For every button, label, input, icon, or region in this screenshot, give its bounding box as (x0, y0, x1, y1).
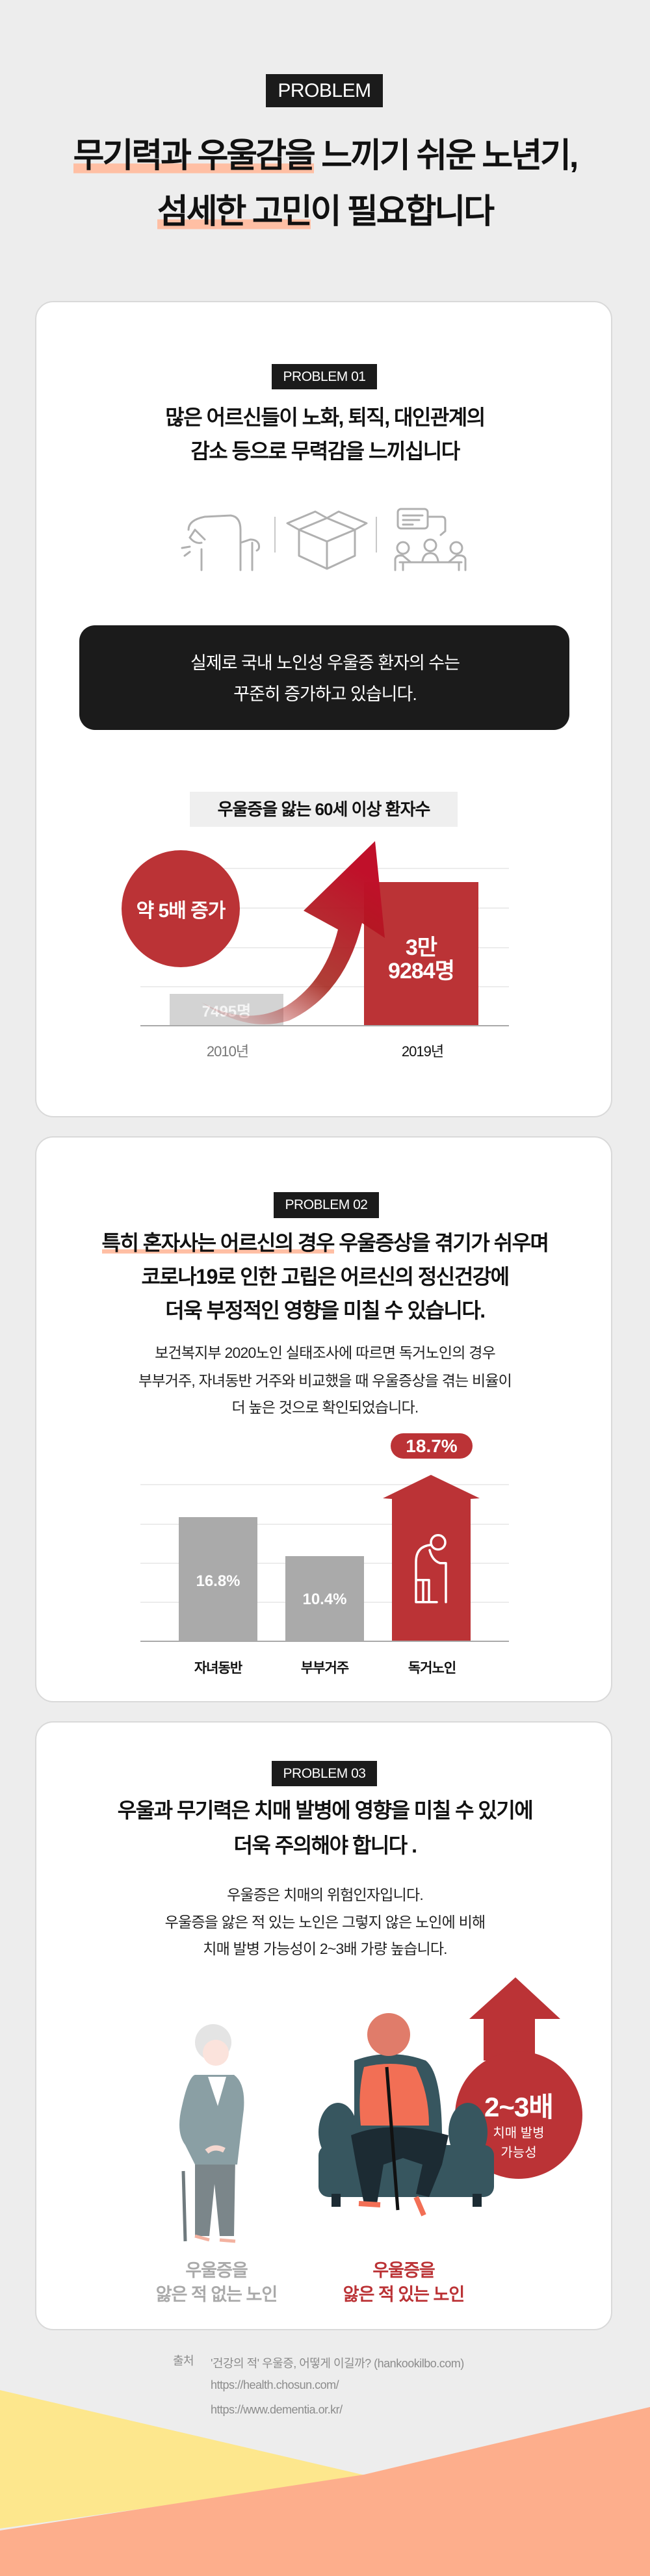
decorative-waves (0, 2390, 650, 2576)
growth-annotation-badge: 약 5배 증가 (122, 850, 240, 967)
bar-living-alone (383, 1475, 480, 1641)
statistic-callout (79, 625, 569, 730)
gridline (140, 947, 509, 948)
risk-label: 치매 발병 (493, 2126, 545, 2140)
back-pain-elder-icon (181, 514, 261, 571)
problem-01-heading: 많은 어르신들이 노화, 퇴직, 대인관계의 (165, 406, 486, 429)
bar-value-label: 10.4% (302, 1591, 347, 1609)
callout-text: 실제로 국내 노인성 우울증 환자의 수는 (190, 653, 460, 673)
problem-02-paragraph-line2: 부부거주, 자녀동반 거주와 비교했을 때 우울증상을 겪는 비율이 (138, 1372, 512, 1389)
gridline (140, 1524, 509, 1525)
empty-box-icon (286, 510, 368, 570)
x-label: 독거노인 (408, 1661, 456, 1676)
bar-with-spouse: 10.4% (285, 1556, 364, 1641)
problem-03-paragraph-line3: 치매 발병 가능성이 2~3배 가량 높습니다. (203, 1940, 447, 1957)
problem-01-heading-line2: 감소 등으로 무력감을 느끼십니다 (190, 439, 460, 463)
risk-label-line2: 가능성 (500, 2146, 537, 2160)
x-label-2010: 2010년 (206, 1043, 249, 1060)
source-link[interactable]: https://health.chosun.com/ (211, 2378, 339, 2391)
baseline (140, 1025, 509, 1026)
problem-01-badge: PROBLEM 01 (272, 364, 377, 389)
growth-arrow-icon (202, 841, 385, 1024)
problem-03-paragraph-line2: 우울증을 앓은 적 있는 노인은 그렇지 않은 노인에 비해 (164, 1914, 486, 1931)
problem-02-badge: PROBLEM 02 (274, 1192, 379, 1218)
problem-badge: PROBLEM (266, 74, 383, 107)
baseline (140, 1641, 509, 1642)
problem-02-heading: 특히 혼자사는 어르신의 경우 우울증상을 겪기가 쉬우며 (0, 1230, 650, 1256)
problem-02-heading-line2: 코로나19로 인한 고립은 어르신의 정신건강에 (141, 1265, 510, 1288)
conversation-group-icon (394, 508, 467, 571)
problem-02-heading-line3: 더욱 부정적인 영향을 미칠 수 있습니다. (165, 1299, 486, 1322)
problem-03-heading-line2: 더욱 주의해야 합니다 . (233, 1834, 417, 1857)
illustration (179, 1977, 582, 2243)
bar-with-children: 16.8% (179, 1517, 257, 1641)
bar-value-label: 3만 9284명 (388, 935, 455, 983)
chart-title: 우울증을 앓는 60세 이상 환자수 (190, 792, 458, 827)
sources-label: 출처 (173, 2354, 194, 2367)
problem-01-icons (181, 508, 467, 571)
x-label: 자녀동반 (194, 1661, 242, 1676)
orange-wave (0, 2407, 650, 2576)
heading-highlight: 특히 혼자사는 어르신의 경우 (101, 1231, 335, 1255)
page-title-line2: 섬세한 고민이 필요합니다 (0, 192, 650, 231)
callout-text-line2: 꾸준히 증가하고 있습니다. (233, 684, 417, 704)
x-label-2019: 2019년 (401, 1043, 444, 1060)
highlight-value-pill: 18.7% (391, 1433, 473, 1459)
yellow-wave (0, 2390, 370, 2529)
title-highlight: 섬세한 고민 (157, 193, 313, 231)
title-text: 이 필요합니다 (310, 193, 495, 231)
page-title: 무기력과 우울감을 느끼기 쉬운 노년기, (0, 137, 650, 176)
problem-02-paragraph-line3: 더 높은 것으로 확인되었습니다. (231, 1399, 419, 1416)
gridline (140, 1484, 509, 1485)
risk-value: 2~3배 (484, 2092, 554, 2122)
problem-03-badge: PROBLEM 03 (272, 1761, 377, 1786)
problem-02-paragraph: 보건복지부 2020노인 실태조사에 따르면 독거노인의 경우 (155, 1344, 496, 1361)
source-link[interactable]: https://www.dementia.or.kr/ (211, 2403, 343, 2416)
problem-03-paragraph: 우울증은 치매의 위험인자입니다. (227, 1886, 424, 1903)
elderly-man-on-armchair-illustration (318, 2013, 494, 2217)
elder-with-cane-icon (415, 1534, 447, 1604)
no-depression-label-line2: 앓은 적 없는 노인 (155, 2285, 278, 2304)
with-depression-label-line2: 앓은 적 있는 노인 (343, 2285, 465, 2304)
bar-value-label: 16.8% (196, 1572, 240, 1591)
heading-text: 우울증상을 겪기가 쉬우며 (333, 1231, 549, 1255)
with-depression-label: 우울증을 (372, 2261, 435, 2280)
gridline (140, 868, 509, 869)
problem-03-heading: 우울과 무기력은 치매 발병에 영향을 미칠 수 있기에 (117, 1799, 534, 1822)
source-link[interactable]: '건강의 적' 우울증, 어떻게 이길까? (hankookilbo.com) (211, 2357, 464, 2370)
no-depression-label: 우울증을 (185, 2261, 248, 2280)
x-label: 부부거주 (300, 1661, 349, 1676)
bar-2019 (364, 882, 478, 1026)
title-highlight: 무기력과 우울감을 (73, 137, 316, 175)
elderly-woman-illustration (179, 2024, 244, 2243)
title-text: 느끼기 쉬운 노년기, (313, 137, 578, 175)
